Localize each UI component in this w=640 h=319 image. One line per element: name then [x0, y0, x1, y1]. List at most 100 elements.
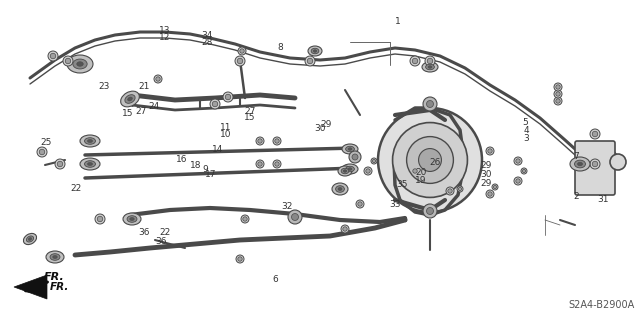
- Ellipse shape: [88, 139, 93, 143]
- Circle shape: [39, 149, 45, 155]
- Text: 27: 27: [244, 107, 255, 115]
- Ellipse shape: [125, 95, 135, 103]
- Circle shape: [448, 189, 452, 193]
- Text: 22: 22: [70, 184, 81, 193]
- Ellipse shape: [346, 146, 355, 152]
- Circle shape: [554, 83, 562, 91]
- Circle shape: [522, 169, 525, 173]
- Circle shape: [457, 186, 463, 192]
- Circle shape: [307, 58, 313, 64]
- Text: 10: 10: [220, 130, 231, 139]
- Circle shape: [57, 161, 63, 167]
- Text: 18: 18: [190, 161, 202, 170]
- Circle shape: [273, 137, 281, 145]
- Text: 22: 22: [159, 228, 171, 237]
- Circle shape: [273, 160, 281, 168]
- Text: 20: 20: [415, 168, 427, 177]
- Ellipse shape: [67, 55, 93, 73]
- Text: 23: 23: [98, 82, 109, 91]
- Text: 7: 7: [573, 152, 579, 161]
- Circle shape: [428, 58, 433, 64]
- Circle shape: [241, 215, 249, 223]
- Text: FR.: FR.: [50, 282, 69, 292]
- Ellipse shape: [127, 216, 137, 222]
- Text: S2A4-B2900A: S2A4-B2900A: [569, 300, 635, 310]
- Text: 35: 35: [396, 180, 408, 189]
- Ellipse shape: [88, 162, 93, 166]
- Text: 19: 19: [415, 176, 427, 185]
- Circle shape: [291, 213, 298, 220]
- Ellipse shape: [342, 144, 358, 154]
- Text: 33: 33: [390, 200, 401, 209]
- Circle shape: [486, 190, 494, 198]
- Circle shape: [243, 217, 247, 221]
- Circle shape: [426, 100, 433, 108]
- Text: 15: 15: [244, 113, 255, 122]
- Ellipse shape: [77, 62, 83, 66]
- Circle shape: [358, 202, 362, 206]
- Text: 27: 27: [135, 107, 147, 115]
- Circle shape: [514, 177, 522, 185]
- Circle shape: [378, 108, 482, 212]
- Circle shape: [212, 101, 218, 107]
- Circle shape: [592, 131, 598, 137]
- FancyBboxPatch shape: [575, 141, 615, 195]
- Ellipse shape: [346, 166, 355, 172]
- Text: 15: 15: [122, 109, 134, 118]
- Circle shape: [48, 51, 58, 61]
- Circle shape: [423, 97, 437, 111]
- Circle shape: [305, 56, 315, 66]
- Circle shape: [256, 160, 264, 168]
- Ellipse shape: [80, 135, 100, 147]
- Circle shape: [237, 58, 243, 64]
- Ellipse shape: [338, 188, 342, 190]
- Text: 17: 17: [205, 170, 217, 179]
- Text: 8: 8: [278, 43, 283, 52]
- Circle shape: [356, 200, 364, 208]
- Text: 13: 13: [159, 26, 171, 35]
- Circle shape: [240, 49, 244, 53]
- Ellipse shape: [80, 158, 100, 170]
- Ellipse shape: [123, 213, 141, 225]
- Ellipse shape: [426, 64, 435, 70]
- Circle shape: [412, 58, 418, 64]
- Text: 6: 6: [273, 275, 278, 284]
- Circle shape: [156, 77, 160, 81]
- Circle shape: [556, 99, 560, 103]
- Text: 4: 4: [524, 126, 529, 135]
- Circle shape: [423, 204, 437, 218]
- Ellipse shape: [127, 97, 132, 101]
- Circle shape: [410, 56, 420, 66]
- Circle shape: [364, 167, 372, 175]
- Circle shape: [516, 179, 520, 183]
- Circle shape: [55, 159, 65, 169]
- Text: 36: 36: [156, 237, 167, 246]
- Ellipse shape: [50, 254, 60, 260]
- Circle shape: [238, 47, 246, 55]
- Circle shape: [419, 149, 442, 171]
- Circle shape: [610, 154, 626, 170]
- Ellipse shape: [313, 50, 317, 52]
- Circle shape: [95, 214, 105, 224]
- Circle shape: [154, 75, 162, 83]
- Circle shape: [392, 122, 467, 197]
- Circle shape: [63, 56, 73, 66]
- Circle shape: [521, 168, 527, 174]
- Ellipse shape: [332, 183, 348, 195]
- Circle shape: [458, 187, 461, 191]
- Ellipse shape: [341, 168, 349, 174]
- Circle shape: [556, 85, 560, 89]
- Circle shape: [590, 129, 600, 139]
- Ellipse shape: [28, 238, 31, 241]
- Text: 30: 30: [314, 124, 326, 133]
- Circle shape: [223, 92, 233, 102]
- Circle shape: [236, 255, 244, 263]
- Ellipse shape: [348, 148, 352, 150]
- Text: 29: 29: [321, 120, 332, 129]
- Text: 5: 5: [522, 118, 527, 127]
- Text: 12: 12: [159, 33, 171, 42]
- Text: 28: 28: [202, 38, 213, 47]
- Circle shape: [51, 53, 56, 59]
- Circle shape: [352, 154, 358, 160]
- Polygon shape: [14, 275, 47, 299]
